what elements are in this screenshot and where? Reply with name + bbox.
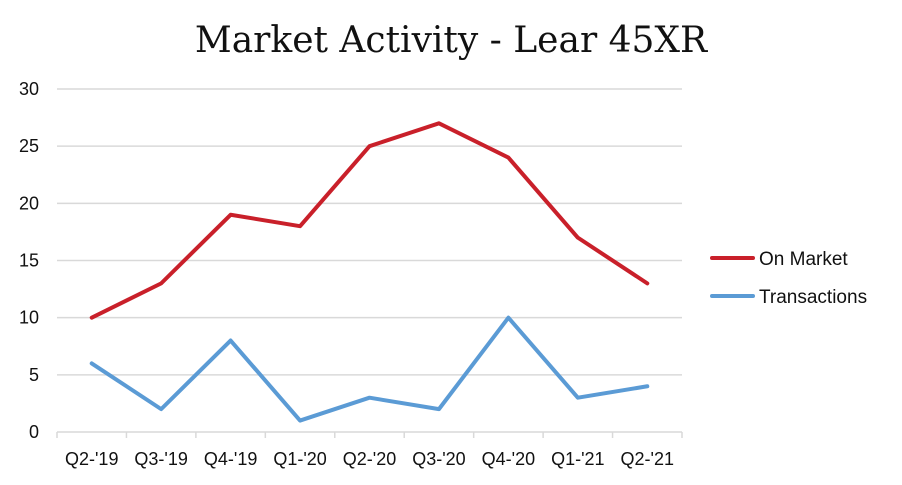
y-tick-label: 0 bbox=[29, 422, 39, 442]
x-tick-label: Q2-'20 bbox=[343, 449, 396, 469]
y-tick-label: 25 bbox=[19, 136, 39, 156]
x-tick-label: Q2-'21 bbox=[621, 449, 674, 469]
x-tick-label: Q3-'20 bbox=[412, 449, 465, 469]
series-line-transactions bbox=[89, 315, 650, 423]
gridlines bbox=[57, 88, 682, 376]
chart-title: Market Activity - Lear 45XR bbox=[195, 20, 708, 61]
series-lines bbox=[89, 121, 650, 423]
axes: 0 5 10 15 20 25 30 Q2-'19 Q3-'19 Q4-'19 Q1-'20 Q2-'… bbox=[19, 79, 683, 469]
y-tick-label: 10 bbox=[19, 308, 39, 328]
series-line-on-market bbox=[89, 121, 650, 320]
x-tick-label: Q4-'19 bbox=[204, 449, 257, 469]
x-tick-label: Q2-'19 bbox=[65, 449, 118, 469]
y-tick-label: 5 bbox=[29, 365, 39, 385]
y-tick-label: 30 bbox=[19, 79, 39, 99]
legend: On Market Transactions bbox=[710, 249, 867, 308]
y-tick-label: 20 bbox=[19, 193, 39, 213]
x-tick-label: Q1-'20 bbox=[273, 449, 326, 469]
x-tick-label: Q4-'20 bbox=[482, 449, 535, 469]
y-tick-label: 15 bbox=[19, 251, 39, 271]
legend-label: On Market bbox=[759, 249, 848, 270]
x-tick-label: Q3-'19 bbox=[134, 449, 187, 469]
legend-label: Transactions bbox=[759, 287, 867, 308]
x-tick-label: Q1-'21 bbox=[551, 449, 604, 469]
